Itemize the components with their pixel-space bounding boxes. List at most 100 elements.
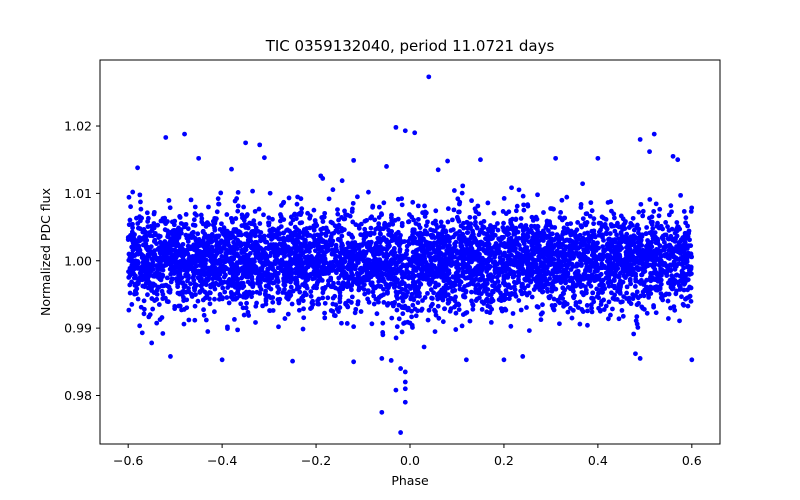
- data-point: [658, 258, 664, 264]
- data-point: [672, 237, 677, 242]
- data-point: [669, 226, 675, 232]
- data-point: [244, 212, 250, 217]
- data-point: [538, 317, 544, 323]
- data-point: [689, 205, 695, 211]
- data-point: [624, 296, 629, 301]
- data-point: [472, 215, 478, 221]
- data-point: [688, 298, 694, 304]
- data-point: [157, 261, 163, 267]
- data-point: [349, 270, 354, 276]
- data-point: [616, 316, 622, 322]
- data-point: [183, 211, 189, 217]
- data-point: [609, 223, 615, 229]
- data-point: [179, 264, 185, 270]
- data-point: [583, 267, 589, 273]
- data-point: [232, 235, 238, 241]
- data-point: [411, 217, 417, 223]
- data-point: [433, 218, 438, 224]
- data-point: [535, 304, 541, 310]
- data-point: [500, 263, 506, 268]
- data-point: [590, 249, 596, 255]
- data-point: [476, 232, 482, 238]
- data-point: [257, 284, 263, 289]
- data-point: [243, 295, 248, 300]
- data-point: [135, 266, 141, 271]
- data-point: [578, 205, 584, 210]
- data-point: [592, 278, 598, 283]
- data-point: [491, 274, 496, 280]
- data-point: [254, 247, 260, 253]
- data-point: [179, 307, 184, 313]
- data-point: [439, 256, 445, 262]
- data-point: [362, 230, 368, 236]
- data-point: [331, 313, 337, 318]
- data-point: [481, 281, 487, 287]
- data-point: [367, 232, 373, 238]
- data-point: [192, 317, 198, 323]
- data-point: [619, 245, 625, 251]
- data-point: [435, 303, 441, 309]
- data-point: [253, 239, 259, 245]
- data-point: [339, 228, 345, 234]
- data-point: [612, 296, 618, 302]
- data-point: [589, 228, 595, 234]
- data-point: [524, 245, 530, 250]
- data-point: [445, 206, 451, 212]
- data-point: [595, 294, 600, 300]
- data-point: [660, 226, 666, 232]
- data-point: [557, 215, 563, 220]
- data-point: [685, 234, 691, 239]
- data-point: [356, 246, 362, 251]
- data-point: [283, 276, 289, 282]
- data-point: [445, 292, 451, 298]
- data-point: [573, 250, 579, 255]
- data-point: [138, 199, 143, 205]
- data-point: [159, 288, 165, 294]
- data-point: [245, 225, 251, 231]
- data-point: [423, 223, 429, 229]
- data-point: [377, 231, 383, 237]
- data-point: [568, 267, 574, 272]
- data-point: [414, 293, 419, 299]
- data-point: [235, 208, 241, 214]
- data-point: [448, 306, 454, 312]
- data-point: [163, 221, 169, 227]
- data-point: [664, 291, 669, 297]
- data-point: [541, 210, 546, 215]
- data-point: [542, 277, 547, 283]
- data-point: [510, 311, 516, 316]
- data-point: [192, 281, 198, 287]
- data-point: [585, 256, 591, 262]
- data-point: [431, 247, 437, 253]
- data-point: [233, 229, 239, 235]
- data-point: [163, 240, 169, 246]
- data-point: [452, 231, 458, 237]
- data-point: [223, 251, 229, 256]
- data-point: [460, 271, 466, 276]
- data-point: [402, 271, 408, 277]
- data-point: [610, 255, 616, 261]
- data-point: [232, 198, 238, 204]
- data-point: [551, 296, 557, 302]
- data-point: [394, 293, 399, 299]
- data-point: [475, 242, 480, 248]
- data-point: [436, 315, 442, 321]
- data-point: [128, 204, 133, 210]
- data-point: [202, 245, 208, 251]
- data-point: [210, 276, 216, 282]
- data-point: [322, 210, 328, 216]
- data-point: [631, 331, 637, 337]
- data-point: [411, 264, 417, 270]
- data-point: [678, 249, 684, 255]
- data-point: [249, 276, 255, 282]
- data-point: [594, 256, 600, 262]
- data-point: [319, 215, 325, 220]
- data-point: [591, 221, 596, 227]
- data-point: [126, 307, 132, 313]
- data-point: [154, 320, 160, 326]
- data-point: [649, 244, 655, 250]
- data-point: [588, 200, 594, 206]
- data-point: [240, 271, 246, 277]
- data-point: [320, 219, 326, 224]
- data-point: [499, 235, 505, 240]
